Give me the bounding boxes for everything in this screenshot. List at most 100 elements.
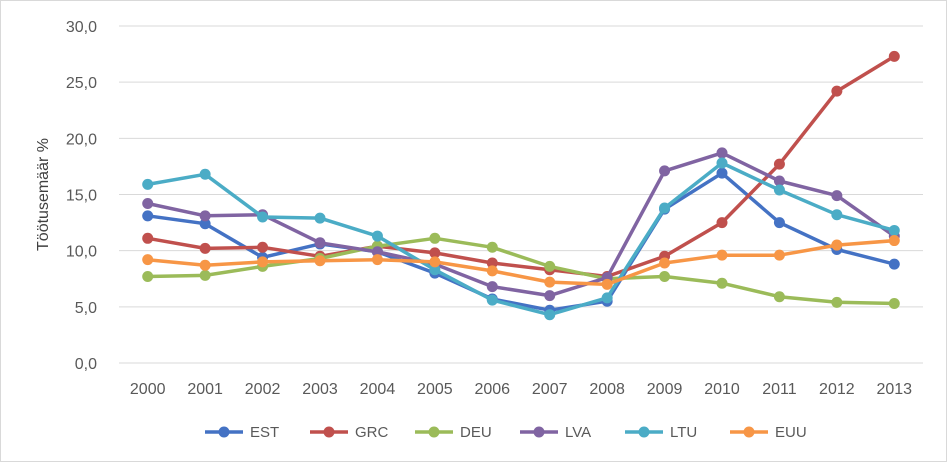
data-point — [429, 256, 441, 268]
data-point — [773, 158, 785, 170]
series-grc — [142, 50, 900, 283]
series-lines — [142, 50, 900, 321]
legend: EST GRC DEU LVA LTU EUU — [205, 424, 807, 441]
data-point — [371, 254, 383, 266]
data-point — [659, 257, 671, 269]
series-line — [145, 54, 897, 279]
legend-swatch-marker — [323, 426, 335, 438]
x-tick-label: 2006 — [474, 381, 510, 398]
series-euu — [142, 235, 900, 290]
data-point — [601, 292, 613, 304]
data-point — [314, 212, 326, 224]
data-point — [486, 294, 498, 306]
series-line — [145, 236, 897, 306]
legend-swatch-marker — [638, 426, 650, 438]
data-point — [716, 147, 728, 159]
y-tick-label: 30,0 — [66, 19, 97, 36]
data-point — [199, 218, 211, 230]
legend-label: EST — [250, 424, 279, 441]
data-point — [142, 254, 154, 266]
data-point — [773, 184, 785, 196]
legend-swatch-marker — [743, 426, 755, 438]
data-point — [486, 265, 498, 277]
data-point — [486, 241, 498, 253]
data-point — [831, 190, 843, 202]
data-point — [257, 256, 269, 268]
legend-item: EUU — [730, 424, 807, 441]
series-deu — [142, 232, 900, 309]
y-tick-label: 20,0 — [66, 131, 97, 148]
x-tick-label: 2013 — [876, 381, 912, 398]
legend-label: GRC — [355, 424, 389, 441]
data-point — [716, 167, 728, 179]
x-tick-label: 2012 — [819, 381, 855, 398]
y-tick-label: 10,0 — [66, 244, 97, 261]
data-point — [544, 290, 556, 302]
x-tick-label: 2011 — [762, 381, 797, 398]
data-point — [773, 217, 785, 229]
data-point — [199, 210, 211, 222]
x-tick-label: 2002 — [245, 381, 281, 398]
y-tick-label: 15,0 — [66, 188, 97, 205]
legend-swatch-marker — [218, 426, 230, 438]
y-axis-label: Töötusemäär % — [35, 138, 52, 251]
y-tick-label: 0,0 — [75, 356, 97, 373]
data-point — [659, 271, 671, 283]
data-point — [257, 241, 269, 253]
x-tick-label: 2007 — [532, 381, 568, 398]
legend-item: LTU — [625, 424, 697, 441]
series-line — [145, 238, 897, 287]
data-point — [544, 260, 556, 272]
legend-swatch-marker — [428, 426, 440, 438]
data-point — [888, 50, 900, 62]
legend-item: GRC — [310, 424, 389, 441]
data-point — [544, 276, 556, 288]
data-point — [142, 232, 154, 244]
data-point — [199, 168, 211, 180]
data-point — [142, 271, 154, 283]
data-point — [142, 210, 154, 222]
data-point — [716, 277, 728, 289]
x-axis-ticks: 2000 2001 2002 2003 2004 2005 2006 2007 2008 2009… — [130, 381, 912, 398]
data-point — [429, 264, 441, 276]
x-tick-label: 2000 — [130, 381, 166, 398]
data-point — [544, 309, 556, 321]
data-point — [773, 291, 785, 303]
data-point — [199, 269, 211, 281]
y-tick-label: 25,0 — [66, 75, 97, 92]
data-point — [142, 197, 154, 209]
legend-label: EUU — [775, 424, 807, 441]
x-tick-label: 2003 — [302, 381, 338, 398]
data-point — [716, 217, 728, 229]
legend-item: LVA — [520, 424, 591, 441]
data-point — [314, 237, 326, 249]
x-tick-label: 2008 — [589, 381, 625, 398]
legend-swatch-marker — [533, 426, 545, 438]
data-point — [429, 232, 441, 244]
data-point — [371, 230, 383, 242]
data-point — [257, 211, 269, 223]
data-point — [659, 202, 671, 214]
series-est — [142, 167, 900, 316]
data-point — [831, 85, 843, 97]
data-point — [371, 246, 383, 258]
data-point — [429, 247, 441, 259]
data-point — [888, 224, 900, 236]
x-tick-label: 2005 — [417, 381, 453, 398]
gridlines — [119, 25, 923, 364]
series-line — [145, 161, 897, 317]
legend-item: DEU — [415, 424, 492, 441]
legend-label: LVA — [565, 424, 591, 441]
series-ltu — [142, 157, 900, 321]
data-point — [888, 258, 900, 270]
x-tick-label: 2009 — [647, 381, 683, 398]
x-tick-label: 2010 — [704, 381, 740, 398]
x-tick-label: 2004 — [360, 381, 396, 398]
data-point — [486, 281, 498, 293]
legend-label: LTU — [670, 424, 697, 441]
data-point — [142, 178, 154, 190]
data-point — [486, 257, 498, 269]
series-line — [145, 151, 897, 298]
data-point — [601, 278, 613, 290]
